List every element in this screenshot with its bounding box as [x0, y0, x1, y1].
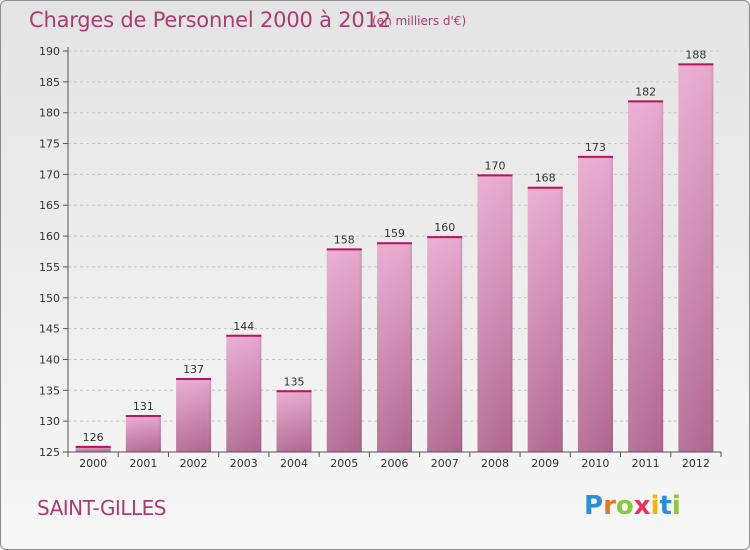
bar-shade-2010 [577, 155, 613, 452]
proxiti-logo[interactable]: Proxiti [584, 491, 681, 521]
y-tick-label-185: 185 [39, 76, 60, 89]
y-tick-label-145: 145 [39, 323, 60, 336]
y-tick-label-140: 140 [39, 353, 60, 366]
bar-shade-2007 [427, 236, 463, 452]
bar-shade-2004 [276, 390, 312, 452]
bar-value-label-2003: 144 [233, 320, 254, 333]
bar-value-label-2008: 170 [484, 159, 505, 172]
y-tick-label-175: 175 [39, 138, 60, 151]
logo-letter: i [650, 491, 660, 521]
chart-title: Charges de Personnel 2000 à 2012 [29, 8, 391, 32]
logo-letter: i [671, 491, 681, 521]
bar-value-label-2010: 173 [585, 141, 606, 154]
logo-letter: P [584, 491, 604, 521]
bar-value-label-2011: 182 [635, 85, 656, 98]
bar-shade-2009 [527, 186, 563, 452]
bar-shade-2001 [125, 414, 161, 452]
bar-shade-2002 [176, 377, 212, 452]
bar-value-label-2000: 126 [83, 431, 104, 444]
bar-shade-2006 [377, 242, 412, 452]
x-tick-label-2003: 2003 [230, 457, 258, 470]
chart-subtitle: (en milliers d'€) [372, 14, 467, 28]
x-tick-label-2010: 2010 [581, 457, 609, 470]
x-tick-label-2008: 2008 [481, 457, 509, 470]
x-tick-label-2009: 2009 [531, 457, 559, 470]
x-tick-label-2001: 2001 [129, 457, 157, 470]
x-tick-label-2004: 2004 [280, 457, 308, 470]
bar-shade-2008 [477, 174, 513, 452]
y-tick-label-150: 150 [39, 292, 60, 305]
x-tick-label-2012: 2012 [682, 457, 710, 470]
bar-value-label-2009: 168 [535, 172, 556, 185]
y-tick-label-165: 165 [39, 199, 60, 212]
bar-shade-2005 [326, 248, 362, 452]
bar-value-label-2001: 131 [133, 400, 154, 413]
bar-shade-2003 [226, 334, 262, 452]
logo-letter: r [603, 491, 616, 521]
bar-shade-2012 [678, 63, 714, 452]
bar-shade-2011 [628, 100, 664, 452]
x-tick-label-2000: 2000 [79, 457, 107, 470]
y-tick-label-180: 180 [39, 107, 60, 120]
x-tick-label-2006: 2006 [381, 457, 409, 470]
x-tick-label-2002: 2002 [180, 457, 208, 470]
bar-value-label-2007: 160 [434, 221, 455, 234]
bar-value-label-2004: 135 [284, 375, 305, 388]
bar-value-label-2005: 158 [334, 233, 355, 246]
y-tick-label-125: 125 [39, 446, 60, 459]
y-tick-label-160: 160 [39, 230, 60, 243]
y-tick-label-190: 190 [39, 45, 60, 58]
logo-letter: x [633, 491, 651, 521]
x-tick-label-2005: 2005 [330, 457, 358, 470]
bar-value-label-2002: 137 [183, 363, 204, 376]
y-tick-label-135: 135 [39, 384, 60, 397]
y-tick-label-155: 155 [39, 261, 60, 274]
x-tick-label-2007: 2007 [431, 457, 459, 470]
bar-value-label-2006: 159 [384, 227, 405, 240]
y-tick-label-130: 130 [39, 415, 60, 428]
bar-shade-2000 [75, 445, 111, 452]
logo-letter: o [615, 491, 634, 521]
y-tick-label-170: 170 [39, 168, 60, 181]
bar-value-label-2012: 188 [685, 48, 706, 61]
town-name: SAINT-GILLES [37, 496, 166, 520]
x-tick-label-2011: 2011 [632, 457, 660, 470]
logo-letter: t [659, 491, 672, 521]
